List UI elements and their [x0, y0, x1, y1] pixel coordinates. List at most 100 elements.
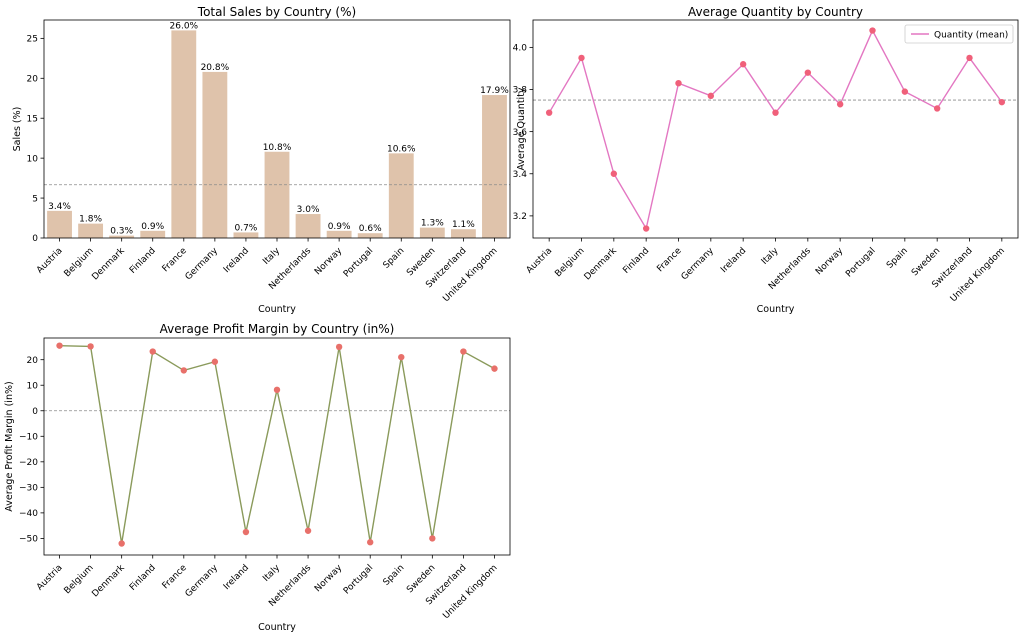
- x-tick-label: Portugal: [342, 563, 375, 596]
- data-point-ireland: [242, 528, 250, 536]
- data-label: 20.8%: [201, 63, 230, 73]
- data-point-spain: [398, 353, 405, 361]
- y-tick-label: −50: [19, 535, 38, 545]
- bar-italy: [264, 151, 290, 238]
- data-label: 0.9%: [141, 222, 164, 232]
- bar-portugal: [357, 233, 383, 238]
- x-tick-label: Italy: [261, 563, 282, 584]
- bar-united-kingdom: [482, 95, 507, 238]
- bar-denmark: [109, 235, 135, 238]
- data-label: 3.0%: [297, 205, 320, 215]
- data-label: 0.7%: [234, 223, 257, 233]
- data-point-ireland: [739, 61, 747, 68]
- y-tick-label: −30: [19, 484, 38, 494]
- x-tick-label: Finland: [128, 563, 158, 593]
- bar-germany: [202, 71, 228, 239]
- y-tick-label: 0: [32, 234, 38, 244]
- data-point-netherlands: [304, 527, 312, 534]
- bar-finland: [140, 230, 166, 238]
- data-label: 10.6%: [387, 144, 416, 154]
- data-point-united-kingdom: [491, 365, 498, 372]
- bar-sweden: [419, 227, 445, 238]
- data-label: 1.8%: [79, 215, 102, 225]
- chart-panel-3: Average Profit Margin by Country (in%) −5…: [4, 322, 511, 633]
- bar-norway: [326, 230, 352, 238]
- data-point-germany: [211, 358, 219, 365]
- data-point-belgium: [87, 343, 94, 350]
- y-tick-label: 20: [27, 356, 39, 366]
- x-tick-label: Denmark: [583, 245, 620, 282]
- x-tick-label: Germany: [184, 246, 221, 283]
- data-point-portugal: [869, 27, 876, 34]
- x-tick-label: Italy: [261, 246, 282, 267]
- x-tick-label: Sweden: [910, 246, 942, 278]
- bar-spain: [388, 153, 414, 238]
- legend-label: Quantity (mean): [934, 31, 1008, 41]
- data-point-finland: [149, 348, 156, 355]
- y-tick-label: 4.0: [513, 44, 528, 54]
- x-tick-label: Finland: [128, 246, 158, 276]
- y-tick-label: −40: [19, 509, 38, 519]
- y-tick-label: 3.6: [513, 128, 528, 138]
- data-label: 3.4%: [48, 202, 71, 212]
- y-tick-label: −10: [19, 432, 38, 442]
- x-tick-label: Germany: [184, 563, 221, 600]
- y-tick-label: 3.2: [513, 212, 527, 222]
- data-point-italy: [273, 386, 281, 394]
- data-point-france: [675, 79, 682, 87]
- y-axis-label: Average Quantity: [516, 87, 527, 170]
- x-tick-label: United Kingdom: [441, 246, 499, 304]
- data-point-portugal: [367, 539, 374, 546]
- data-point-france: [180, 367, 187, 374]
- data-label: 1.1%: [452, 220, 475, 230]
- data-point-sweden: [933, 105, 941, 112]
- x-tick-label: France: [655, 246, 684, 275]
- x-tick-label: United Kingdom: [441, 563, 499, 621]
- y-axis-label: Sales (%): [12, 107, 23, 152]
- x-tick-label: Ireland: [222, 563, 251, 592]
- data-label: 17.9%: [480, 86, 509, 96]
- plot-frame: [532, 19, 1019, 239]
- x-tick-label: Denmark: [90, 562, 127, 599]
- x-tick-label: Austria: [35, 563, 65, 593]
- series-line: [59, 344, 495, 544]
- y-tick-label: 3.8: [513, 86, 528, 96]
- x-tick-label: Denmark: [90, 245, 127, 282]
- data-point-netherlands: [804, 69, 812, 76]
- y-tick-label: 5: [32, 194, 38, 204]
- data-label: 0.9%: [328, 222, 351, 232]
- data-point-finland: [642, 225, 650, 232]
- x-tick-label: Austria: [35, 246, 65, 276]
- chart-title: Average Quantity by Country: [688, 5, 863, 19]
- chart-panel-2: Average Quantity by Country 3.2 3.4 3.6 3.8 4…: [513, 5, 1019, 315]
- x-tick-label: Ireland: [719, 246, 748, 275]
- x-tick-label: Portugal: [342, 246, 375, 279]
- x-axis-label: Country: [757, 304, 795, 315]
- x-tick-label: Norway: [313, 246, 345, 278]
- x-tick-label: Norway: [814, 246, 846, 278]
- data-point-spain: [901, 88, 909, 95]
- x-tick-label: Sweden: [405, 246, 437, 278]
- data-label: 10.8%: [263, 143, 292, 153]
- data-point-austria: [545, 109, 553, 116]
- y-tick-label: 15: [27, 114, 38, 124]
- x-tick-label: France: [161, 563, 190, 592]
- data-point-austria: [56, 342, 63, 349]
- y-tick-label: 25: [27, 35, 38, 45]
- chart-title: Average Profit Margin by Country (in%): [160, 322, 395, 336]
- bar-switzerland: [450, 229, 476, 238]
- chart-title: Total Sales by Country (%): [197, 5, 356, 19]
- x-tick-label: France: [161, 246, 190, 275]
- data-point-switzerland: [966, 54, 973, 62]
- data-point-denmark: [610, 170, 618, 177]
- data-point-belgium: [578, 54, 585, 62]
- plot-frame: [43, 337, 511, 556]
- data-point-denmark: [118, 540, 125, 547]
- data-point-switzerland: [460, 348, 467, 355]
- x-axis-label: Country: [258, 304, 296, 315]
- bar-austria: [47, 210, 72, 238]
- bar-netherlands: [295, 214, 321, 238]
- y-tick-label: 10: [27, 381, 39, 391]
- bar-belgium: [78, 223, 104, 238]
- data-point-italy: [772, 109, 779, 116]
